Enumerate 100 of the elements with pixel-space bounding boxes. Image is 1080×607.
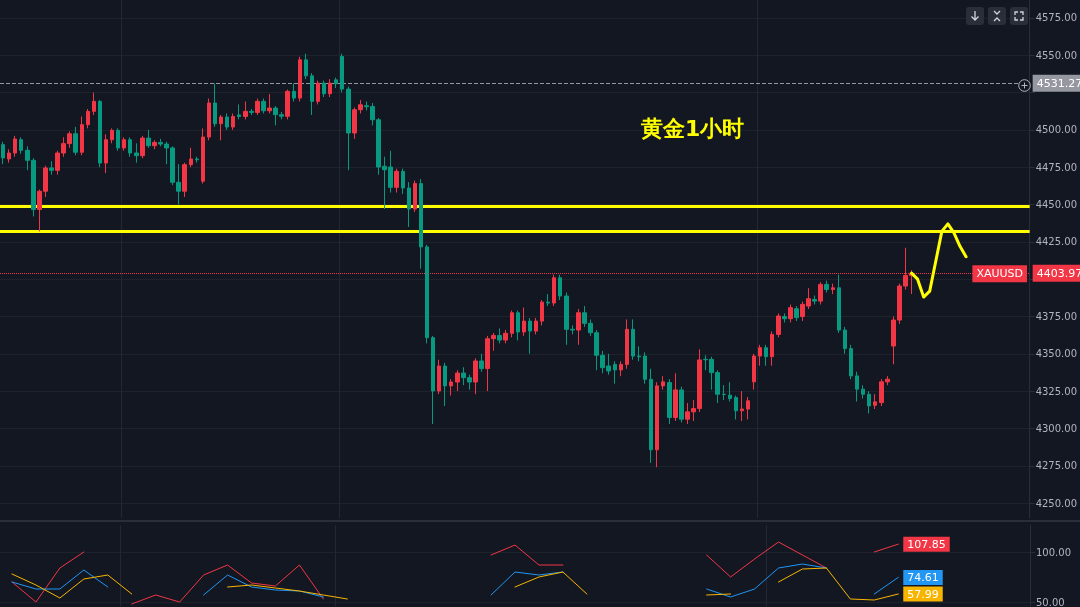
candlestick [219,114,223,141]
candlestick [528,317,532,355]
y-tick-label: 4375.00 [1035,310,1078,322]
candlestick [73,126,78,156]
candlestick [261,98,266,114]
candlestick [1,141,5,165]
candlestick [722,384,726,401]
candlestick [776,312,781,338]
candlestick [794,305,799,322]
y-tick-label: 4275.00 [1035,460,1078,472]
candlestick [855,371,859,403]
candlestick [237,104,241,120]
candlestick [128,136,132,158]
candlestick [189,147,193,168]
candlestick [346,86,351,171]
candlestick [7,148,11,164]
y-tick-label: 4475.00 [1035,161,1078,173]
candlestick [13,135,17,158]
candlestick [734,395,738,420]
candlestick [431,335,435,425]
candlestick [298,56,302,103]
candlestick [667,378,672,425]
candlestick [552,274,556,307]
candlestick [116,127,120,152]
candlestick [437,359,441,395]
candlestick [443,362,447,407]
candlestick [231,112,235,131]
candlestick [558,274,562,301]
candlestick [334,77,338,89]
y-tick-label: 4300.00 [1035,422,1078,434]
candlestick [195,156,199,164]
candlestick [207,98,211,141]
candlestick [867,390,871,414]
candlestick [679,386,684,423]
candlestick [673,372,678,422]
y-tick-label: 4550.00 [1035,49,1078,61]
candlestick [503,329,508,344]
annotation: XAUUSD [976,267,1024,281]
candlestick [764,344,768,367]
candlestick [861,384,865,400]
candlestick [752,353,756,391]
candlestick [837,274,841,334]
candlestick [540,299,544,326]
candlestick [516,310,520,341]
candlestick [182,162,187,198]
candlestick [98,99,102,168]
candlestick [728,381,732,403]
y-tick-label: 100.00 [1036,546,1071,558]
y-tick-label: 50.00 [1036,596,1065,607]
candlestick [340,53,344,94]
candlestick [843,326,847,355]
candlestick [849,344,853,380]
candlestick [104,133,108,174]
candlestick [394,168,399,194]
y-tick-label: 4425.00 [1035,236,1078,248]
candlestick [637,345,641,362]
candlestick [152,139,157,150]
candlestick [649,368,653,464]
candlestick [455,369,460,392]
data-label: 107.85 [907,537,946,551]
candlestick [110,127,114,144]
candlestick [49,160,54,176]
candlestick [788,304,793,323]
candlestick [225,112,229,131]
candlestick [473,357,478,395]
candlestick [643,351,647,385]
candlestick [243,101,248,120]
candlestick [631,318,635,361]
candlestick [510,310,514,338]
candlestick [479,353,484,373]
candlestick [19,136,23,155]
y-tick-label: 4500.00 [1035,124,1078,136]
candlestick [873,393,877,410]
candlestick [425,244,429,344]
candlestick [497,327,502,344]
candlestick [782,312,787,323]
candlestick [449,378,453,397]
y-tick-label: 4450.00 [1035,199,1078,211]
text: 黄金1小时 [640,115,745,141]
candlestick [310,72,314,116]
candlestick [661,375,665,391]
y-tick-label: 4250.00 [1035,497,1078,509]
candlestick [322,80,326,98]
candlestick [831,283,835,295]
candlestick [770,330,774,367]
candlestick [413,180,417,213]
candlestick [522,307,526,337]
candlestick [285,89,290,120]
candlestick [576,308,581,346]
candlestick [655,381,659,468]
candlestick [534,317,538,335]
candlestick [255,98,260,116]
candlestick [758,344,762,367]
candlestick [619,360,623,377]
y-tick-label: 4325.00 [1035,385,1078,397]
candlestick [122,136,126,152]
candlestick [316,80,320,105]
candlestick [292,83,296,103]
candlestick [249,108,254,116]
candlestick [267,93,272,114]
